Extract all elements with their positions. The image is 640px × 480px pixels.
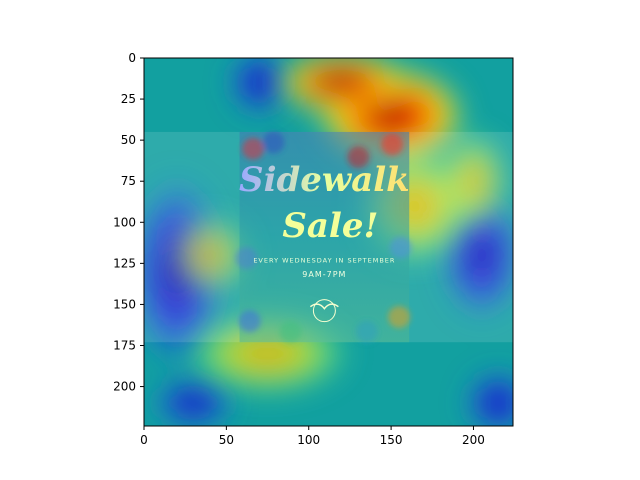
x-tick-label-3: 150 [380, 433, 403, 447]
x-tick-label-1: 50 [219, 433, 234, 447]
y-axis: 0 25 50 75 100 125 150 175 200 [113, 51, 144, 394]
poster-logo [309, 299, 339, 323]
poster-flower-7 [355, 320, 378, 343]
y-tick-label-5: 125 [113, 256, 136, 270]
cold-region-0 [229, 58, 289, 116]
y-tick-label-2: 50 [121, 133, 136, 147]
y-tick-label-1: 25 [121, 92, 136, 106]
y-tick-label-6: 150 [113, 297, 136, 311]
y-tick-label-0: 0 [128, 51, 136, 65]
x-tick-label-2: 100 [297, 433, 320, 447]
poster-flower-8 [389, 236, 412, 259]
y-tick-label-4: 100 [113, 215, 136, 229]
y-tick-label-8: 200 [113, 380, 136, 394]
poster-flower-0 [242, 137, 265, 160]
poster-subtitle: EVERY WEDNESDAY IN SEPTEMBER [253, 256, 395, 264]
poster-logo-ring [312, 299, 336, 323]
x-tick-label-0: 0 [140, 433, 148, 447]
x-axis: 0 50 100 150 200 [140, 426, 485, 447]
cold-region-3 [465, 370, 513, 426]
poster-background [239, 131, 410, 343]
poster-flower-5 [388, 305, 411, 328]
hot-region-5 [168, 214, 252, 297]
poster-title-line2: Sale! [282, 206, 378, 246]
poster-flower-3 [262, 131, 285, 154]
poster-hours: 9AM-7PM [302, 270, 346, 279]
y-tick-label-7: 175 [113, 339, 136, 353]
y-tick-label-3: 75 [121, 174, 136, 188]
poster-flower-9 [235, 247, 258, 270]
x-tick-label-4: 200 [462, 433, 485, 447]
poster-flower-6 [279, 320, 302, 343]
poster-flower-1 [381, 133, 404, 156]
poster-logo-horns [309, 303, 339, 310]
poster-flower-4 [238, 310, 261, 333]
cold-region-4 [152, 378, 235, 426]
hot-region-4 [440, 131, 507, 231]
poster-flower-2 [347, 146, 370, 169]
poster-flowers [235, 131, 412, 343]
plot-frame [143, 57, 514, 427]
plot-area: Sidewalk Sale! EVERY WEDNESDAY IN SEPTEM… [144, 58, 513, 426]
hot-region-2 [275, 58, 408, 116]
poster-title-line1: Sidewalk [239, 160, 410, 200]
poster-image: Sidewalk Sale! EVERY WEDNESDAY IN SEPTEM… [235, 131, 412, 343]
